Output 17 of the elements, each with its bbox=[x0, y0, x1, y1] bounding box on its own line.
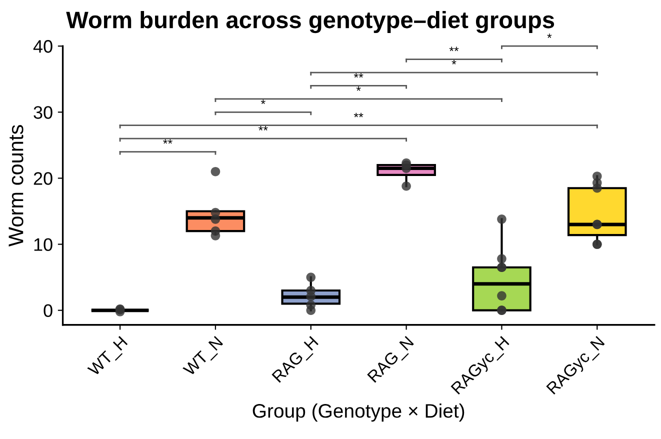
annotation: ** bbox=[449, 46, 459, 52]
y-tick-label: 30 bbox=[34, 106, 52, 119]
annotation: * bbox=[452, 60, 456, 64]
x-axis-title: Group (Genotype × Diet) bbox=[252, 404, 464, 422]
y-tick-label: 0 bbox=[44, 304, 52, 318]
annotation: * bbox=[356, 86, 361, 91]
annotation: ** bbox=[163, 139, 172, 144]
chart-title: Worm burden across genotype–diet groups bbox=[66, 10, 554, 34]
annotation: ** bbox=[258, 126, 268, 130]
annotation: * bbox=[260, 100, 266, 104]
annotation: ** bbox=[354, 73, 364, 78]
annotation: ** bbox=[354, 112, 364, 118]
y-axis-title: Worm counts bbox=[8, 125, 24, 247]
y-tick-label: 20 bbox=[34, 172, 52, 185]
y-tick-label: 40 bbox=[33, 40, 52, 53]
y-tick-label: 10 bbox=[34, 238, 52, 251]
text: * bbox=[547, 34, 552, 38]
